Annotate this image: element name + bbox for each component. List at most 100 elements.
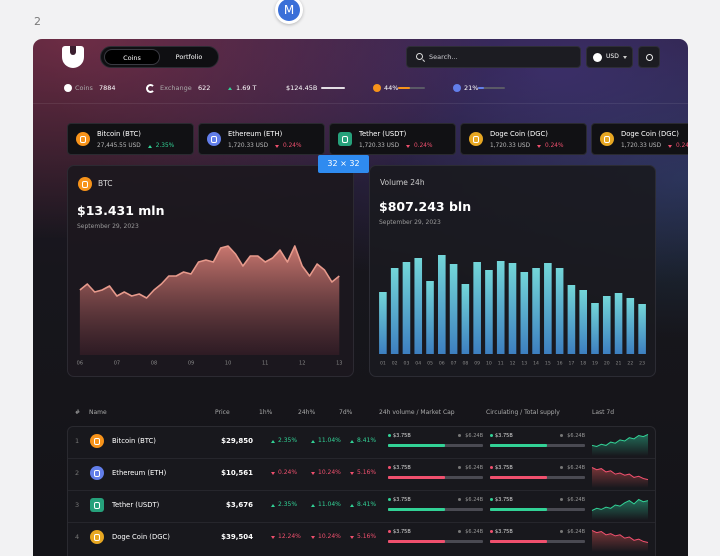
coin-icon [90,466,104,480]
legend-dot [458,530,461,533]
nav-toggle: Coins Portfolio [100,46,219,68]
trend-arrow [271,503,275,507]
progress-track [388,508,483,511]
trend-arrow [537,144,542,148]
amount: $6.24B [567,528,585,535]
dropdown-caret [623,56,627,59]
theme-toggle[interactable] [638,46,660,68]
chart-card [369,165,656,377]
ticker-price: 1,720.33 USD [490,143,531,149]
page-number: 2 [34,15,41,28]
column-header: Price [215,409,230,416]
nav-tab[interactable]: Coins [104,49,160,65]
chart-value: $807.243 bln [379,199,472,214]
trend-arrow [311,535,315,539]
trend-arrow [147,144,152,148]
row-change: 10.24% [311,531,341,543]
divider [33,103,688,104]
search-box[interactable]: Search... [406,46,581,68]
stat-value: 1.69 T [236,84,257,92]
row-change: 0.24% [271,467,297,479]
row-rank: 4 [75,533,80,541]
legend-dot [458,466,461,469]
trend-arrow [271,471,275,475]
row-change-value: 12.24% [278,533,301,540]
coin-icon [600,132,614,146]
dominance-track [478,87,505,89]
chart-date: September 29, 2023 [379,219,441,226]
coin-icon [90,530,104,544]
amount: $3.75B [393,432,411,439]
ticker-price-row: 1,720.33 USD 0.24% [228,141,301,151]
row-change: 10.24% [311,467,341,479]
coin-icon [338,132,352,146]
stat-value: $124.45B [286,84,318,92]
row-name: Tether (USDT) [112,501,160,509]
currency-dropdown[interactable]: USD [586,46,633,68]
amount: $3.75B [393,528,411,535]
table-row[interactable] [68,490,655,521]
trend-arrow [311,439,315,443]
ticker-price-row: 1,720.33 USD 0.24% [359,141,432,151]
row-change: 12.24% [271,531,301,543]
legend-dot [490,434,493,437]
stat-value: 622 [198,84,211,92]
table-row[interactable] [68,458,655,489]
nav-tab[interactable]: Portfolio [175,53,203,61]
ticker-change: 2.35% [155,143,175,149]
legend-dot [490,530,493,533]
coin-glyph [80,135,86,143]
trend-arrow [350,535,354,539]
progress-fill [490,540,548,543]
column-header: Name [89,409,107,416]
ticker-price: 27,445.55 USD [97,143,141,149]
size-badge: 32 × 32 [318,155,369,173]
dominance-label: 21% [464,84,479,92]
stat-label: Coins [75,84,93,92]
coin-icon [90,434,104,448]
column-header: Circulating / Total supply [486,409,560,416]
coin-icon [90,498,104,512]
ticker-price-row: 1,720.33 USD 0.24% [490,141,563,151]
coin-glyph [211,135,217,143]
amount: $3.75B [393,464,411,471]
coin-glyph [94,469,100,477]
progress-fill [490,508,548,511]
column-header: 7d% [339,409,353,416]
legend-dot [458,498,461,501]
progress-track [490,476,585,479]
search-icon [416,53,423,60]
row-rank: 2 [75,469,80,477]
currency-icon [593,53,602,62]
ticker-price: 1,720.33 USD [621,143,662,149]
logo-shape [62,46,84,68]
row-change-value: 8.41% [357,501,377,508]
table-row[interactable] [68,522,655,553]
legend-dot [388,530,391,533]
progress-fill [490,476,548,479]
legend-dot [490,466,493,469]
dominance-track [398,87,425,89]
row-price: $29,850 [221,437,253,445]
dominance-icon [453,84,461,92]
stat-value: 7884 [99,84,116,92]
row-change-value: 2.35% [278,501,298,508]
ticker-price: 1,720.33 USD [359,143,400,149]
coin-icon [207,132,221,146]
row-change: 2.35% [271,499,297,511]
sun-icon [646,54,653,61]
column-header: 1h% [259,409,273,416]
trend-arrow [350,503,354,507]
row-change-value: 2.35% [278,437,298,444]
row-change-value: 11.04% [318,437,341,444]
legend-dot [560,434,563,437]
row-name: Ethereum (ETH) [112,469,167,477]
coin-glyph [342,135,348,143]
amount: $6.24B [465,432,483,439]
trend-arrow [275,144,280,148]
stat-label: Exchange [160,84,192,92]
ticker-change: 0.24% [676,143,688,149]
row-name: Bitcoin (BTC) [112,437,156,445]
dominance-fill [398,87,410,89]
